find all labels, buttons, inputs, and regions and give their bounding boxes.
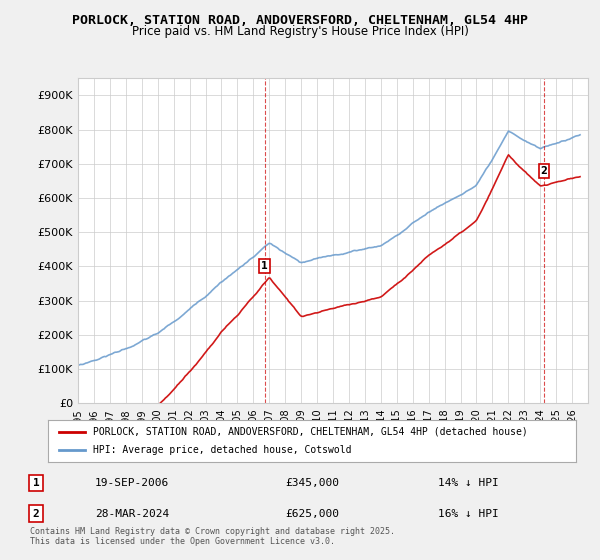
Text: 19-SEP-2006: 19-SEP-2006 [95, 478, 169, 488]
Text: 1: 1 [262, 262, 268, 272]
Text: HPI: Average price, detached house, Cotswold: HPI: Average price, detached house, Cots… [93, 445, 352, 455]
Text: 14% ↓ HPI: 14% ↓ HPI [437, 478, 499, 488]
Text: 1: 1 [32, 478, 40, 488]
Text: PORLOCK, STATION ROAD, ANDOVERSFORD, CHELTENHAM, GL54 4HP: PORLOCK, STATION ROAD, ANDOVERSFORD, CHE… [72, 14, 528, 27]
Text: 2: 2 [541, 166, 547, 176]
Text: £345,000: £345,000 [285, 478, 339, 488]
Text: PORLOCK, STATION ROAD, ANDOVERSFORD, CHELTENHAM, GL54 4HP (detached house): PORLOCK, STATION ROAD, ANDOVERSFORD, CHE… [93, 427, 527, 437]
Text: 28-MAR-2024: 28-MAR-2024 [95, 508, 169, 519]
Text: 2: 2 [32, 508, 40, 519]
Text: Contains HM Land Registry data © Crown copyright and database right 2025.
This d: Contains HM Land Registry data © Crown c… [30, 526, 395, 546]
Text: Price paid vs. HM Land Registry's House Price Index (HPI): Price paid vs. HM Land Registry's House … [131, 25, 469, 38]
Text: 16% ↓ HPI: 16% ↓ HPI [437, 508, 499, 519]
Text: £625,000: £625,000 [285, 508, 339, 519]
